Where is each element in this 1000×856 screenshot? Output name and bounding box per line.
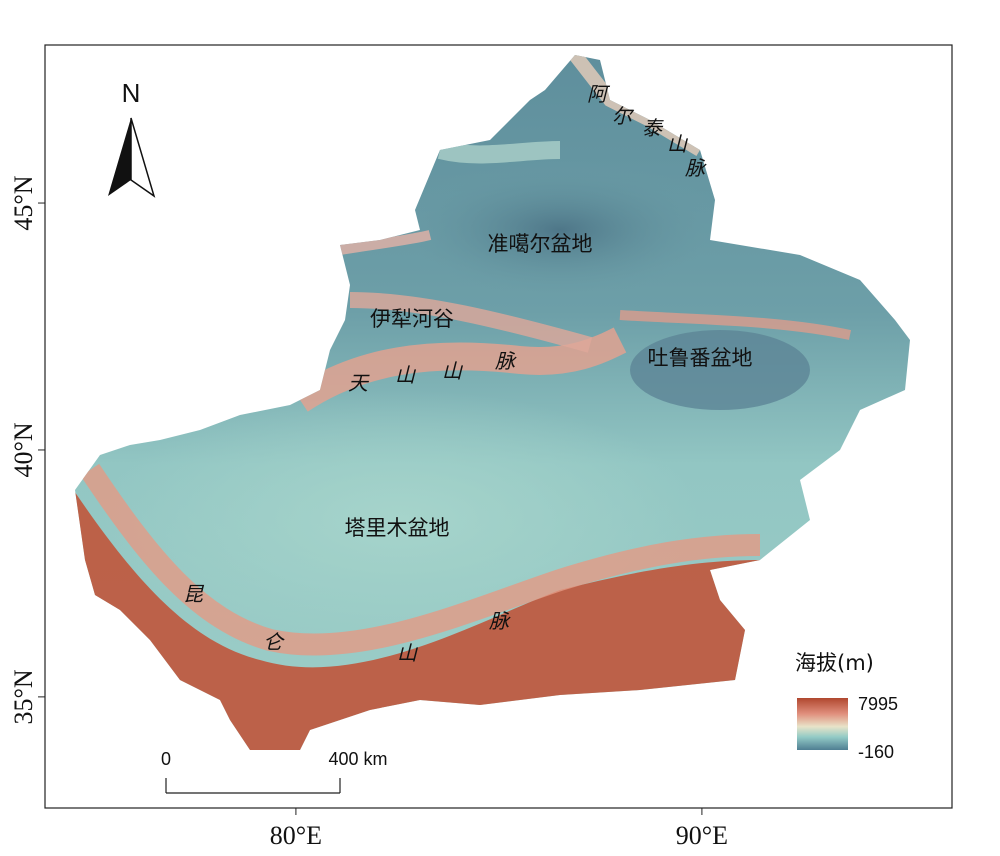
- mountain-label: 脉: [495, 349, 517, 373]
- region-label: 伊犁河谷: [370, 307, 454, 331]
- mountain-label: 脉: [685, 156, 707, 180]
- x-tick-label: 90°E: [676, 821, 728, 850]
- scale-label: 400 km: [328, 749, 387, 769]
- mountain-label: 尔: [612, 104, 635, 128]
- north-arrow: [108, 117, 156, 198]
- mountain-label: 山: [667, 132, 689, 156]
- north-label: N: [122, 78, 141, 108]
- legend-max: 7995: [858, 694, 898, 714]
- scale-label: 0: [161, 749, 171, 769]
- mountain-label: 脉: [489, 609, 511, 633]
- legend-ramp: [797, 698, 848, 750]
- mountain-label: 天: [348, 371, 370, 395]
- region-label: 吐鲁番盆地: [648, 346, 753, 370]
- region-label: 塔里木盆地: [345, 516, 450, 540]
- y-tick-label: 35°N: [9, 669, 38, 724]
- legend-title: 海拔(m): [795, 651, 874, 675]
- y-tick-label: 40°N: [9, 422, 38, 477]
- y-tick-label: 45°N: [9, 175, 38, 230]
- mountain-label: 山: [397, 641, 419, 665]
- mountain-label: 山: [442, 359, 464, 383]
- legend-min: -160: [858, 742, 894, 762]
- x-tick-label: 80°E: [270, 821, 322, 850]
- region-label: 准噶尔盆地: [488, 232, 593, 256]
- mountain-label: 泰: [642, 116, 664, 140]
- mountain-label: 昆: [183, 582, 205, 606]
- mountain-label: 仑: [263, 630, 285, 654]
- mountain-label: 山: [395, 363, 417, 387]
